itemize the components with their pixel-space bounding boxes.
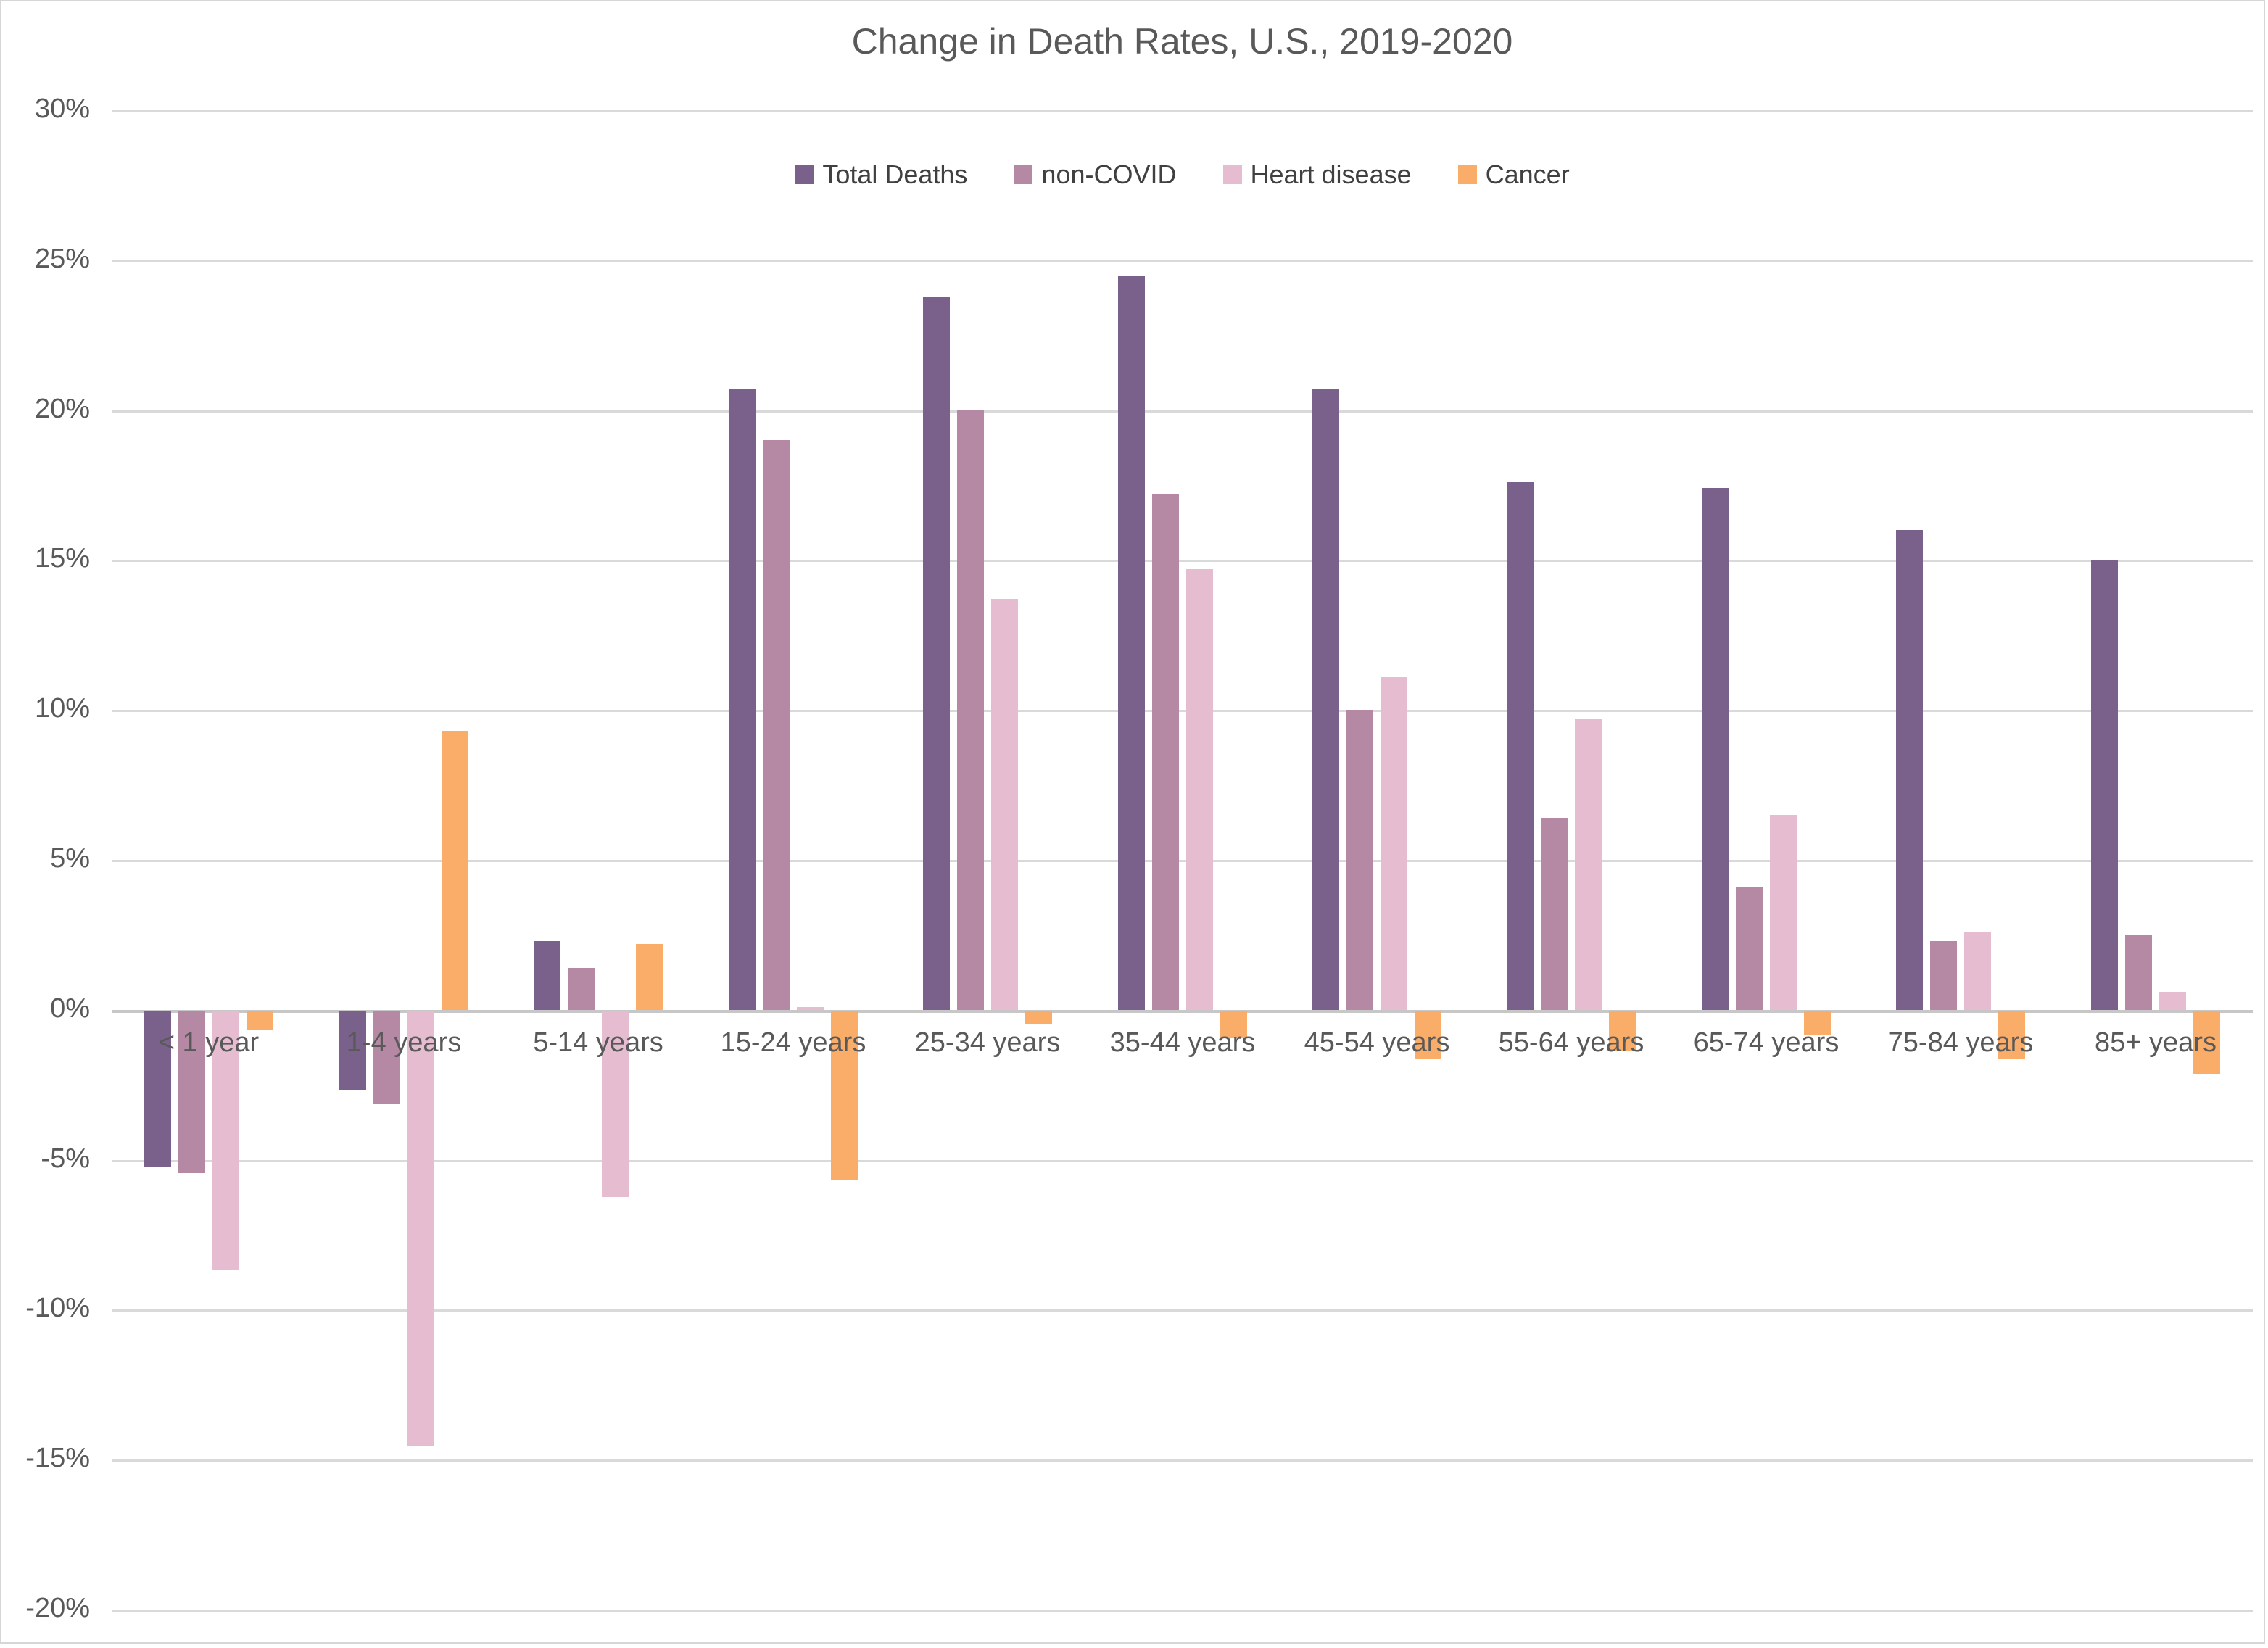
bar-non-covid-1-4-years [373,1011,400,1104]
bar-non-covid-35-44-years [1152,494,1179,1010]
legend-swatch-cancer [1457,165,1477,184]
bar-total-deaths-45-54-years [1312,389,1339,1010]
category-label-45-54-years: 45-54 years [1304,1027,1450,1058]
bar-heart-disease-5-14-years [602,1011,629,1197]
y-tick-label: 0% [50,993,90,1024]
bar-cancer-1-year [247,1011,273,1030]
bar-cancer-55-64-years [1609,1011,1636,1051]
bar-non-covid-85-years [2125,935,2152,1010]
y-tick-label: 30% [34,93,90,124]
category-label-55-64-years: 55-64 years [1498,1027,1644,1058]
category-label-75-84-years: 75-84 years [1887,1027,2034,1058]
gridline-30 [112,110,2253,112]
category-label-1-4-years: 1-4 years [346,1027,462,1058]
legend-label-cancer: Cancer [1485,160,1570,189]
legend-label-non-covid: non-COVID [1041,160,1177,189]
gridline-15 [112,1459,2253,1462]
bar-total-deaths-35-44-years [1118,276,1145,1010]
category-label-15-24-years: 15-24 years [720,1027,866,1058]
legend-swatch-heart-disease [1222,165,1242,184]
bar-total-deaths-85-years [2091,560,2118,1010]
gridline-10 [112,1309,2253,1312]
gridline-15 [112,560,2253,562]
bar-cancer-35-44-years [1220,1011,1247,1038]
gridline-5 [112,1160,2253,1162]
legend-item-non-covid: non-COVID [1014,160,1177,190]
bar-cancer-45-54-years [1415,1011,1441,1059]
bar-cancer-75-84-years [1998,1011,2025,1059]
y-tick-label: -15% [25,1442,90,1473]
category-label-85-years: 85+ years [2095,1027,2217,1058]
category-label-65-74-years: 65-74 years [1693,1027,1839,1058]
bar-cancer-5-14-years [636,944,663,1010]
y-tick-label: -5% [41,1143,90,1174]
category-label-1-year: < 1 year [158,1027,260,1058]
bar-heart-disease-45-54-years [1381,677,1407,1010]
bar-total-deaths-25-34-years [923,297,950,1010]
gridline-5 [112,860,2253,862]
legend-item-total-deaths: Total Deaths [795,160,967,190]
y-tick-label: 20% [34,393,90,424]
bar-non-covid-45-54-years [1346,710,1373,1010]
bar-cancer-1-4-years [442,731,468,1010]
legend-label-total-deaths: Total Deaths [822,160,968,189]
legend-item-cancer: Cancer [1457,160,1570,190]
bar-total-deaths-15-24-years [729,389,756,1010]
legend-label-heart-disease: Heart disease [1250,160,1412,189]
bar-heart-disease-85-years [2159,992,2186,1010]
bar-total-deaths-5-14-years [534,941,560,1010]
bar-heart-disease-75-84-years [1964,932,1991,1010]
bar-cancer-85-years [2193,1011,2220,1074]
bar-heart-disease-1-year [212,1011,239,1270]
y-tick-label: -20% [25,1592,90,1623]
bar-non-covid-55-64-years [1541,818,1568,1010]
bar-cancer-65-74-years [1804,1011,1831,1035]
y-tick-label: 15% [34,542,90,574]
bar-total-deaths-1-4-years [339,1011,366,1090]
gridline-0 [112,1010,2253,1013]
bar-non-covid-1-year [178,1011,205,1173]
gridline-20 [112,410,2253,413]
bar-heart-disease-35-44-years [1186,569,1213,1010]
bar-total-deaths-1-year [144,1011,171,1167]
category-label-5-14-years: 5-14 years [533,1027,663,1058]
legend-swatch-non-covid [1014,165,1033,184]
category-label-35-44-years: 35-44 years [1109,1027,1256,1058]
y-tick-label: 10% [34,692,90,724]
bar-cancer-25-34-years [1025,1011,1052,1024]
bar-heart-disease-65-74-years [1770,815,1797,1010]
bar-non-covid-65-74-years [1736,887,1763,1010]
bar-non-covid-75-84-years [1930,941,1957,1010]
y-tick-label: 5% [50,842,90,874]
bar-cancer-15-24-years [831,1011,858,1180]
gridline-10 [112,710,2253,712]
bar-heart-disease-55-64-years [1575,719,1602,1010]
legend-item-heart-disease: Heart disease [1222,160,1412,190]
bar-non-covid-15-24-years [763,440,790,1010]
bar-total-deaths-55-64-years [1507,482,1534,1010]
bar-heart-disease-1-4-years [407,1011,434,1446]
bar-heart-disease-15-24-years [797,1007,824,1010]
bar-total-deaths-65-74-years [1702,488,1729,1010]
gridline-25 [112,260,2253,262]
bar-heart-disease-25-34-years [991,599,1018,1010]
y-tick-label: 25% [34,243,90,274]
legend: Total Deaths non-COVID Heart disease Cancer [112,160,2253,190]
category-label-25-34-years: 25-34 years [914,1027,1061,1058]
bar-total-deaths-75-84-years [1896,530,1923,1010]
legend-swatch-total-deaths [795,165,814,184]
bar-non-covid-5-14-years [568,968,595,1010]
bar-non-covid-25-34-years [957,410,984,1010]
gridline-20 [112,1610,2253,1612]
y-tick-label: -10% [25,1292,90,1323]
chart-title: Change in Death Rates, U.S., 2019-2020 [851,21,1513,62]
